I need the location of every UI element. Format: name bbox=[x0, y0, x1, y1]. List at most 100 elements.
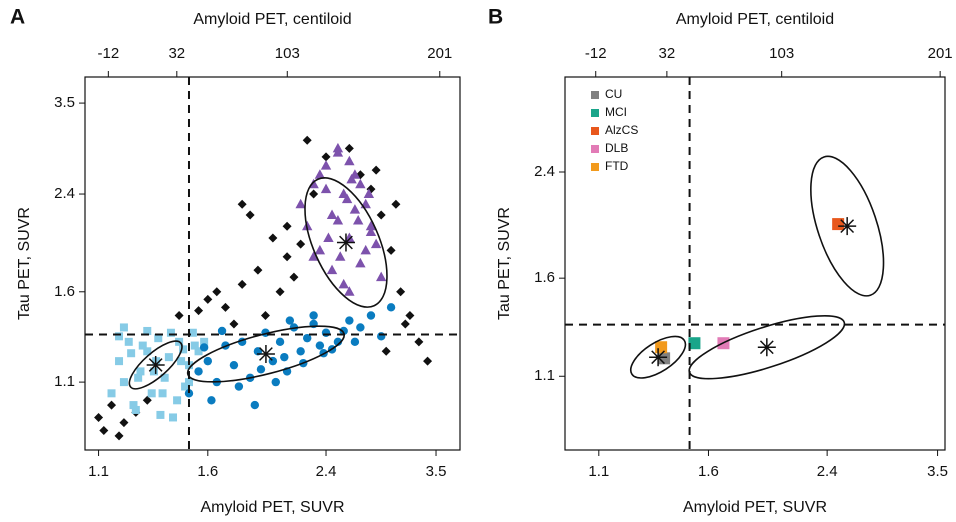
panel-label: A bbox=[10, 6, 25, 29]
point bbox=[119, 418, 129, 428]
point bbox=[256, 365, 266, 374]
top-tick-label: 201 bbox=[427, 45, 452, 62]
top-tick-label: -12 bbox=[97, 45, 119, 62]
point bbox=[114, 431, 124, 441]
point bbox=[200, 337, 209, 346]
top-axis-title: Amyloid PET, centiloid bbox=[193, 11, 351, 28]
point bbox=[190, 341, 199, 350]
point bbox=[366, 311, 376, 320]
point bbox=[154, 334, 163, 343]
point bbox=[115, 332, 124, 341]
confidence-ellipse bbox=[810, 155, 885, 297]
point bbox=[350, 337, 360, 347]
point bbox=[199, 343, 209, 352]
point bbox=[423, 356, 433, 366]
y-axis-title: Tau PET, SUVR bbox=[496, 207, 513, 320]
point bbox=[303, 333, 312, 343]
confidence-ellipse bbox=[629, 335, 687, 379]
point bbox=[203, 356, 213, 366]
top-axis-title: Amyloid PET, centiloid bbox=[676, 11, 834, 28]
point bbox=[832, 218, 845, 231]
point bbox=[184, 389, 194, 398]
point bbox=[381, 346, 391, 356]
point bbox=[365, 220, 377, 231]
centroid-star bbox=[146, 355, 165, 374]
point bbox=[220, 302, 230, 312]
point bbox=[309, 189, 319, 199]
top-tick-label: 103 bbox=[769, 45, 794, 62]
legend-label: CU bbox=[605, 87, 622, 101]
confidence-ellipse bbox=[128, 340, 183, 390]
point bbox=[295, 198, 306, 209]
point bbox=[309, 311, 318, 320]
point bbox=[194, 367, 203, 376]
plot-frame bbox=[84, 76, 461, 451]
point bbox=[658, 352, 671, 365]
point bbox=[160, 373, 169, 382]
point bbox=[245, 210, 255, 220]
point bbox=[302, 135, 312, 145]
point bbox=[280, 352, 289, 362]
point bbox=[391, 199, 401, 209]
point bbox=[365, 226, 377, 237]
x-tick-label: 3.5 bbox=[927, 463, 948, 480]
point bbox=[370, 238, 382, 249]
point bbox=[129, 401, 138, 410]
point bbox=[169, 413, 178, 422]
point bbox=[138, 341, 147, 350]
point bbox=[346, 173, 357, 184]
point bbox=[323, 232, 334, 242]
point bbox=[268, 233, 278, 243]
point bbox=[107, 400, 117, 410]
point bbox=[321, 152, 331, 162]
top-tick-label: 32 bbox=[659, 45, 676, 62]
y-axis-title: Tau PET, SUVR bbox=[16, 207, 33, 320]
point bbox=[127, 349, 136, 358]
point bbox=[282, 252, 292, 262]
legend-swatch bbox=[591, 163, 599, 171]
centroid-star bbox=[336, 233, 355, 252]
legend-swatch bbox=[591, 127, 599, 135]
x-tick-label: 3.5 bbox=[426, 463, 447, 480]
star-stroke bbox=[339, 235, 353, 250]
point bbox=[107, 389, 116, 398]
point bbox=[314, 244, 326, 255]
point bbox=[134, 373, 143, 382]
confidence-ellipse bbox=[688, 315, 846, 380]
legend-label: AlzCS bbox=[605, 123, 638, 137]
point bbox=[332, 215, 344, 225]
point bbox=[308, 251, 319, 261]
point bbox=[207, 396, 216, 405]
top-tick-label: 201 bbox=[928, 45, 953, 62]
point bbox=[177, 357, 186, 366]
legend-label: MCI bbox=[605, 105, 627, 119]
point bbox=[352, 215, 364, 225]
top-tick-label: -12 bbox=[585, 45, 607, 62]
point bbox=[275, 287, 285, 297]
x-axis-title: Amyloid PET, SUVR bbox=[200, 499, 344, 516]
y-tick-label: 2.4 bbox=[54, 185, 75, 202]
point bbox=[314, 169, 326, 179]
star-stroke bbox=[148, 358, 163, 372]
legend-swatch bbox=[591, 145, 599, 153]
point bbox=[400, 319, 410, 329]
star-stroke bbox=[651, 350, 665, 365]
point bbox=[321, 328, 331, 337]
star-stroke bbox=[759, 340, 774, 355]
point bbox=[184, 361, 193, 370]
y-tick-label: 1.1 bbox=[534, 367, 555, 384]
y-tick-label: 1.1 bbox=[54, 373, 75, 390]
point bbox=[229, 319, 239, 329]
panel-label: B bbox=[488, 6, 503, 29]
x-tick-label: 1.6 bbox=[197, 463, 218, 480]
point bbox=[99, 425, 109, 435]
point bbox=[333, 337, 343, 347]
point bbox=[315, 341, 325, 350]
point bbox=[156, 410, 165, 419]
point bbox=[326, 209, 338, 220]
point bbox=[688, 337, 701, 350]
point bbox=[655, 341, 668, 354]
point bbox=[386, 245, 396, 255]
point bbox=[414, 337, 424, 347]
panel: A Amyloid PET, centiloid Amyloid PET, SUVR… bbox=[10, 6, 461, 516]
